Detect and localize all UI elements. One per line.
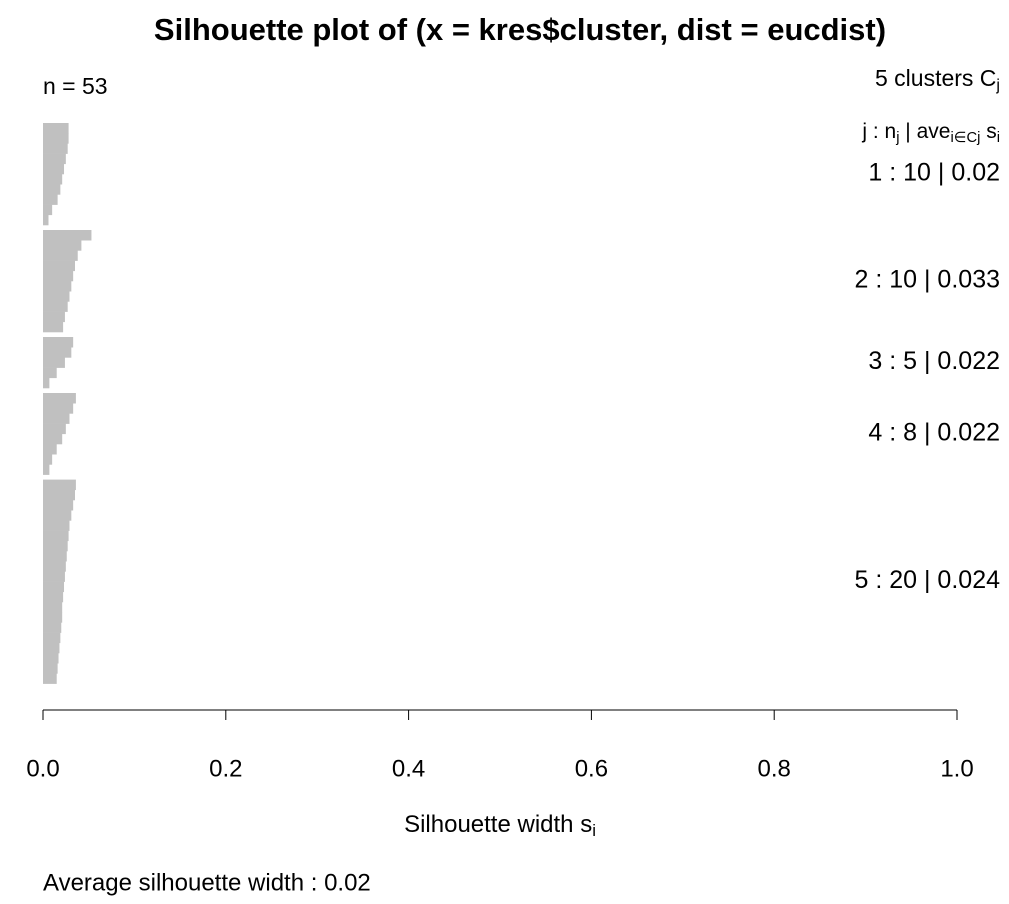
bar [43, 540, 68, 552]
bar [43, 663, 58, 674]
bar [43, 632, 61, 644]
bar [43, 123, 69, 134]
bar [43, 413, 70, 424]
bar [43, 479, 76, 491]
bar [43, 367, 57, 379]
bar [43, 270, 74, 282]
bar [43, 291, 70, 302]
bar [43, 622, 62, 633]
legend-title-part: j [995, 76, 1000, 94]
x-tick-label: 0.4 [392, 755, 425, 782]
bar [43, 240, 82, 251]
bar [43, 174, 63, 185]
cluster-label: 1 : 10 | 0.02 [868, 159, 1000, 187]
bar [43, 444, 57, 455]
x-tick-label: 0.2 [209, 755, 242, 782]
chart-title: Silhouette plot of (x = kres$cluster, di… [154, 12, 886, 47]
bar [43, 250, 78, 261]
n-label: n = 53 [43, 73, 108, 99]
bar [43, 133, 69, 144]
cluster-label: 5 : 20 | 0.024 [855, 566, 1001, 594]
x-axis-label-part: i [592, 821, 596, 840]
bar [43, 602, 63, 613]
bar [43, 642, 60, 654]
bar [43, 163, 65, 175]
bar [43, 204, 53, 216]
bar [43, 571, 65, 582]
x-tick-label: 0.0 [26, 755, 59, 782]
legend-header-part: s [980, 120, 996, 143]
legend-header-part: j [895, 130, 899, 146]
cluster-label: 2 : 10 | 0.033 [855, 266, 1001, 294]
bar [43, 347, 72, 358]
bar [43, 194, 58, 205]
x-tick-label: 0.6 [575, 755, 608, 782]
cluster-label: 3 : 5 | 0.022 [868, 347, 1000, 375]
x-tick-label: 0.8 [758, 755, 791, 782]
bar [43, 393, 76, 404]
bar [43, 561, 66, 572]
bar [43, 143, 68, 154]
bar [43, 214, 49, 226]
legend-header-part: j : n [861, 120, 896, 143]
x-axis-label-part: Silhouette width s [404, 811, 592, 838]
bar [43, 321, 64, 333]
bar [43, 230, 92, 241]
bar [43, 464, 50, 475]
bar [43, 520, 70, 531]
bar [43, 510, 72, 521]
bar [43, 489, 75, 501]
footer: Average silhouette width : 0.02 [43, 869, 371, 896]
bar [43, 337, 74, 348]
bar [43, 311, 65, 323]
bar [43, 281, 72, 292]
bar [43, 653, 59, 664]
bar [43, 433, 63, 445]
legend-title-part: 5 clusters C [875, 65, 996, 91]
bar [43, 423, 66, 435]
bar [43, 612, 63, 623]
bar [43, 530, 69, 542]
bar [43, 184, 61, 195]
legend-header: j : nj | avei∈Cj si [861, 120, 1000, 146]
legend-header-part: i [997, 130, 1000, 146]
cluster-label: 4 : 8 | 0.022 [868, 418, 1000, 446]
legend-header-part: | ave [899, 120, 950, 143]
bar [43, 500, 74, 511]
bar [43, 551, 67, 562]
x-tick-label: 1.0 [940, 755, 973, 782]
bar [43, 591, 64, 603]
legend-header-part: i∈Cj [950, 130, 980, 146]
bar [43, 301, 68, 312]
bar [43, 357, 65, 368]
bar [43, 403, 74, 414]
bar [43, 673, 57, 684]
bar [43, 581, 65, 593]
bar [43, 260, 75, 272]
x-axis-label: Silhouette width si [404, 811, 596, 840]
bar [43, 454, 53, 465]
legend-title: 5 clusters Cj [875, 65, 1000, 94]
bar [43, 377, 50, 389]
bar [43, 153, 66, 165]
